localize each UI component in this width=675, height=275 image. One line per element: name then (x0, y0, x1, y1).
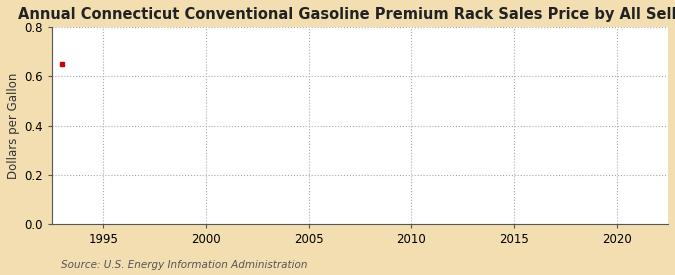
Text: Source: U.S. Energy Information Administration: Source: U.S. Energy Information Administ… (61, 260, 307, 270)
Title: Annual Connecticut Conventional Gasoline Premium Rack Sales Price by All Sellers: Annual Connecticut Conventional Gasoline… (18, 7, 675, 22)
Y-axis label: Dollars per Gallon: Dollars per Gallon (7, 73, 20, 179)
